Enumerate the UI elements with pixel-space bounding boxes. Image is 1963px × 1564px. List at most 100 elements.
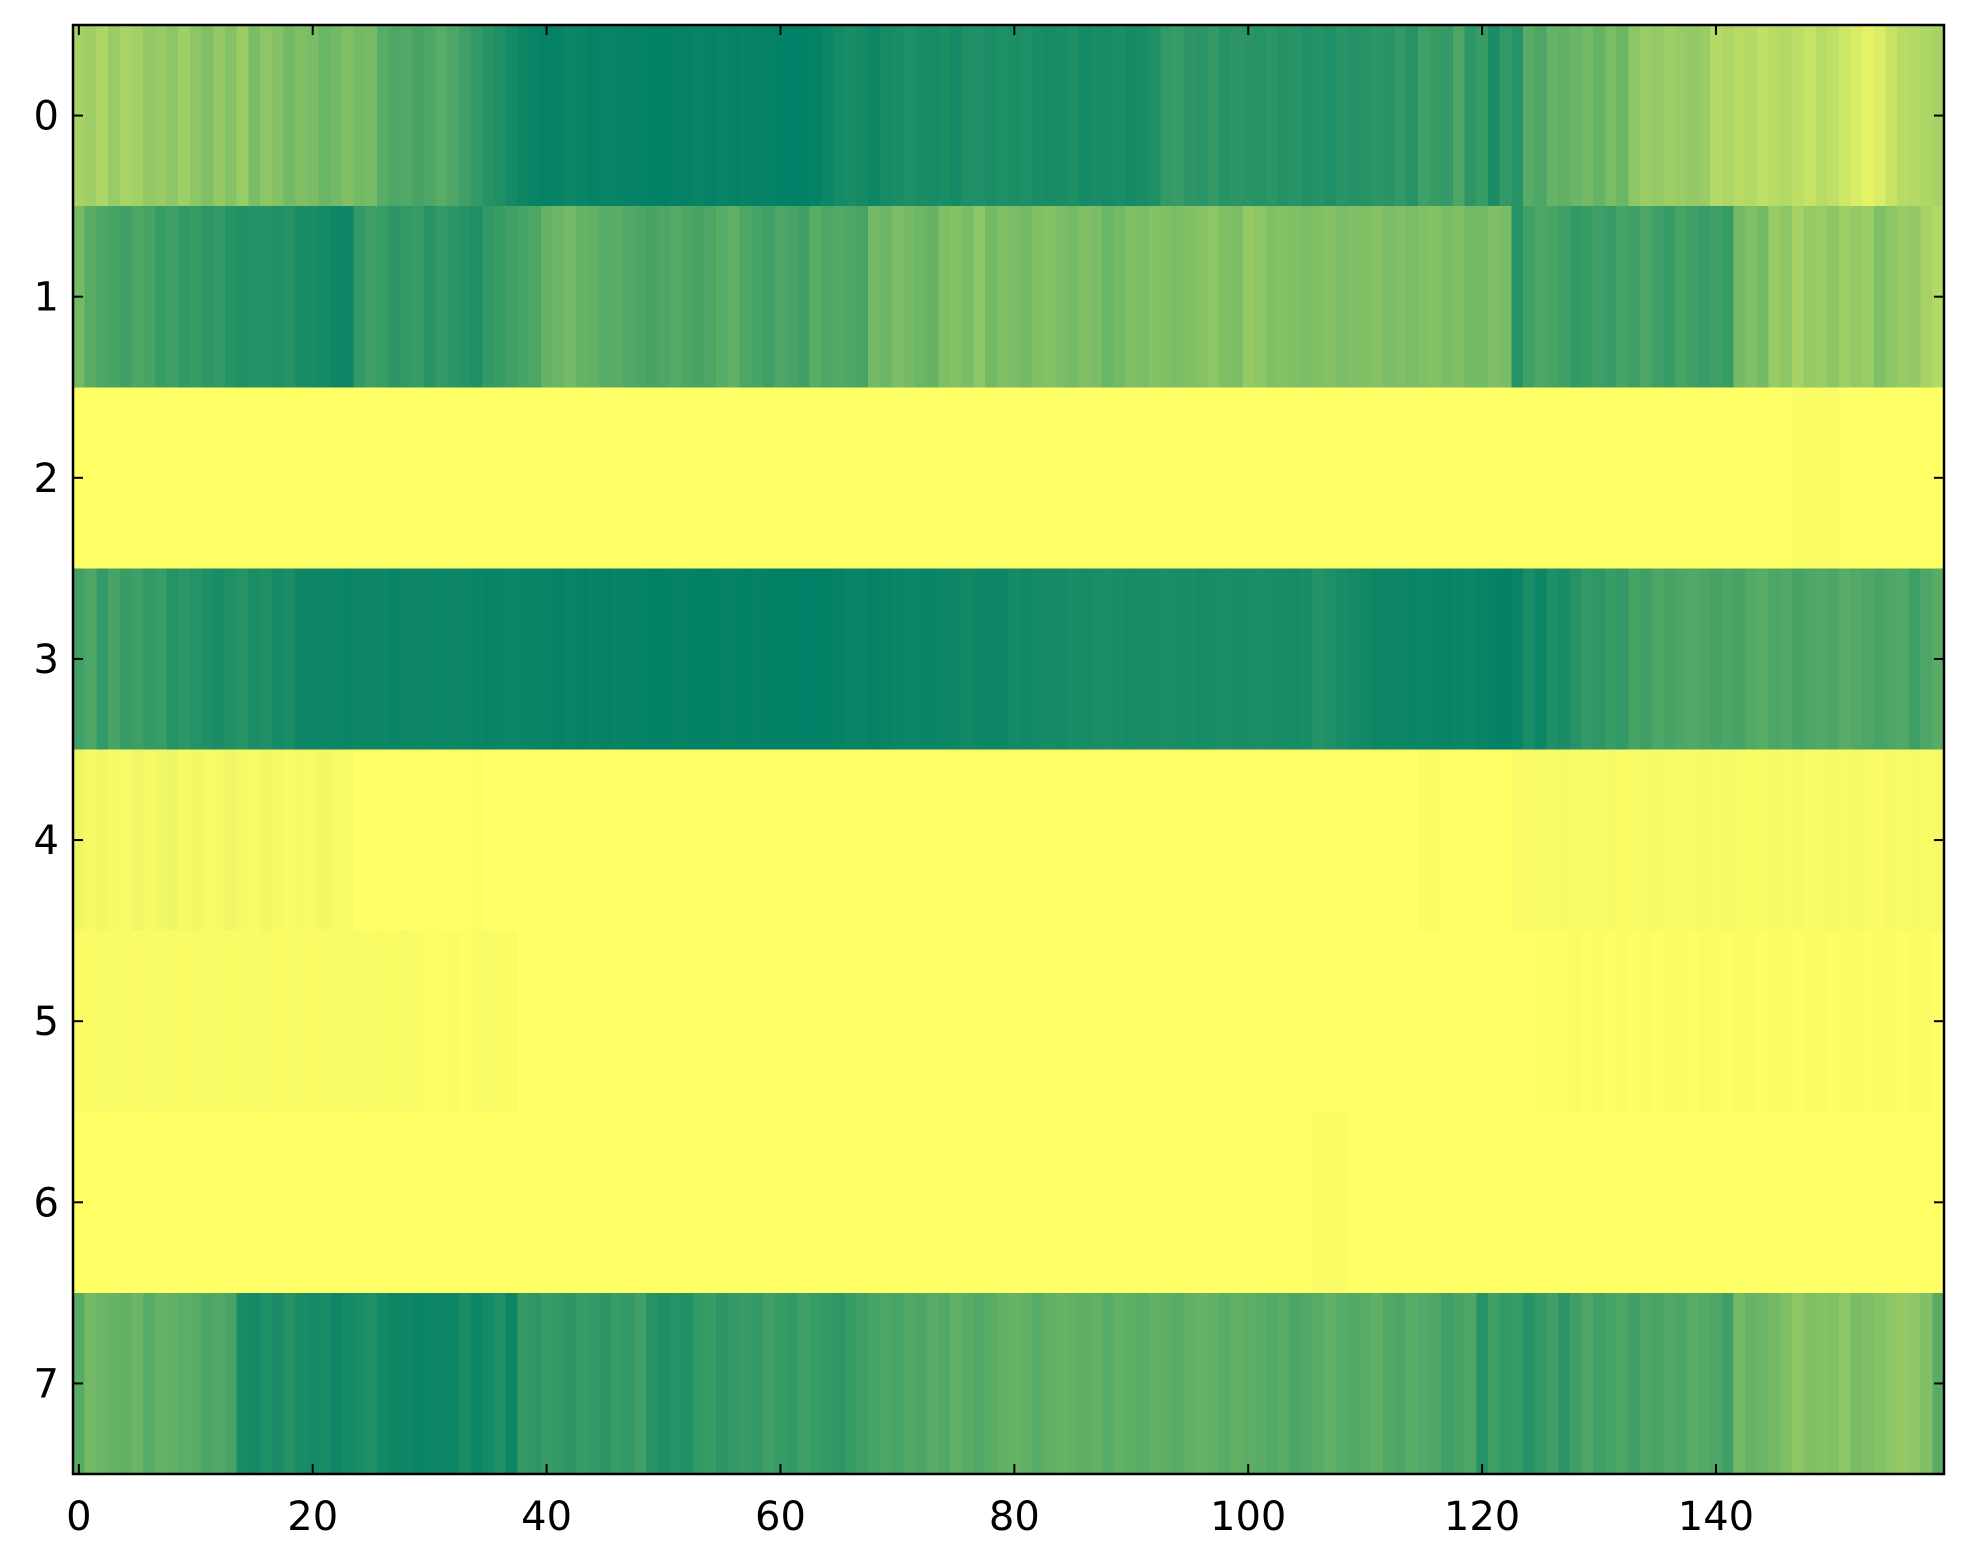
- heatmap-cell: [1137, 25, 1150, 207]
- heatmap-cell: [926, 568, 939, 751]
- heatmap-cell: [1429, 749, 1442, 932]
- heatmap-cell: [1733, 1292, 1746, 1475]
- heatmap-cell: [1347, 206, 1360, 388]
- heatmap-cell: [154, 25, 168, 207]
- heatmap-cell: [1686, 387, 1700, 569]
- heatmap-cell: [1195, 568, 1208, 751]
- heatmap-cell: [1476, 568, 1489, 751]
- heatmap-cell: [1897, 25, 1910, 207]
- heatmap-cell: [610, 206, 624, 388]
- heatmap-cell: [1499, 568, 1512, 751]
- heatmap-cell: [798, 206, 811, 388]
- heatmap-cell: [1371, 25, 1384, 207]
- heatmap-cell: [1675, 749, 1688, 932]
- heatmap-cell: [1078, 1111, 1091, 1294]
- heatmap-cell: [610, 25, 624, 207]
- heatmap-cell: [1815, 930, 1828, 1113]
- heatmap-cell: [505, 25, 518, 207]
- heatmap-cell: [1616, 1292, 1629, 1475]
- heatmap-cell: [1452, 1292, 1466, 1475]
- heatmap-cell: [213, 206, 226, 388]
- heatmap-cell: [1441, 206, 1454, 388]
- heatmap-cell: [1230, 25, 1243, 207]
- heatmap-cell: [1172, 568, 1185, 751]
- heatmap-cell: [938, 25, 951, 207]
- heatmap-cell: [306, 930, 320, 1113]
- heatmap-cell: [1020, 1111, 1033, 1294]
- heatmap-cell: [1183, 749, 1197, 932]
- heatmap-cell: [1511, 930, 1524, 1113]
- heatmap-cell: [1277, 568, 1290, 751]
- heatmap-cell: [1300, 1111, 1314, 1294]
- heatmap-cell: [786, 749, 799, 932]
- heatmap-cell: [868, 387, 881, 569]
- heatmap-cell: [178, 1292, 191, 1475]
- heatmap-cell: [1207, 25, 1220, 207]
- heatmap-cell: [1651, 25, 1664, 207]
- heatmap-cell: [821, 1292, 834, 1475]
- heatmap-cell: [1745, 1292, 1758, 1475]
- heatmap-cell: [1546, 25, 1559, 207]
- heatmap-cell: [669, 749, 682, 932]
- heatmap-cell: [1137, 206, 1150, 388]
- heatmap-cell: [306, 1111, 320, 1294]
- heatmap-cell: [1698, 1292, 1711, 1475]
- heatmap-cell: [1078, 930, 1091, 1113]
- heatmap-cell: [201, 749, 214, 932]
- heatmap-cell: [1523, 25, 1536, 207]
- heatmap-cell: [1803, 387, 1816, 569]
- heatmap-cell: [1324, 206, 1337, 388]
- heatmap-cell: [108, 1292, 121, 1475]
- heatmap-cell: [1686, 1111, 1700, 1294]
- heatmap-cell: [1008, 206, 1021, 388]
- heatmap-cell: [1359, 206, 1372, 388]
- heatmap-cell: [645, 206, 659, 388]
- heatmap-cell: [131, 206, 144, 388]
- heatmap-cell: [1558, 1292, 1571, 1475]
- heatmap-cell: [1581, 930, 1594, 1113]
- heatmap-cell: [1569, 1111, 1583, 1294]
- heatmap-cell: [575, 387, 589, 569]
- heatmap-cell: [692, 25, 706, 207]
- heatmap-cell: [225, 206, 238, 388]
- heatmap-cell: [774, 930, 787, 1113]
- heatmap-cell: [1710, 749, 1723, 932]
- heatmap-cell: [1663, 568, 1676, 751]
- y-tick-label: 3: [34, 637, 59, 683]
- heatmap-cell: [1862, 930, 1875, 1113]
- heatmap-cell: [306, 568, 320, 751]
- heatmap-cell: [1499, 1292, 1512, 1475]
- heatmap-cell: [1008, 1111, 1021, 1294]
- heatmap-cell: [1254, 1111, 1267, 1294]
- heatmap-cell: [856, 568, 869, 751]
- heatmap-cell: [634, 1292, 647, 1475]
- heatmap-cell: [1476, 25, 1489, 207]
- heatmap-cell: [564, 1292, 577, 1475]
- heatmap-cell: [973, 568, 986, 751]
- heatmap-cell: [1897, 930, 1910, 1113]
- heatmap-cell: [1534, 25, 1548, 207]
- heatmap-cell: [1581, 1111, 1594, 1294]
- heatmap-cell: [1885, 1111, 1898, 1294]
- heatmap-cell: [1277, 930, 1290, 1113]
- heatmap-cell: [365, 206, 378, 388]
- heatmap-cell: [961, 1292, 975, 1475]
- heatmap-cell: [1862, 387, 1875, 569]
- heatmap-cell: [189, 206, 203, 388]
- heatmap-cell: [1768, 387, 1781, 569]
- heatmap-cell: [1838, 25, 1852, 207]
- heatmap-cell: [1838, 749, 1852, 932]
- heatmap-cell: [1020, 749, 1033, 932]
- heatmap-cell: [271, 568, 285, 751]
- heatmap-cell: [517, 1292, 530, 1475]
- heatmap-cell: [739, 930, 752, 1113]
- heatmap-cell: [260, 1111, 273, 1294]
- heatmap-cell: [1675, 1111, 1688, 1294]
- heatmap-cell: [1441, 930, 1454, 1113]
- heatmap-cell: [1382, 568, 1395, 751]
- heatmap-cell: [236, 25, 250, 207]
- heatmap-cell: [1628, 1292, 1641, 1475]
- heatmap-cell: [1102, 1292, 1115, 1475]
- y-tick-label: 2: [34, 456, 59, 502]
